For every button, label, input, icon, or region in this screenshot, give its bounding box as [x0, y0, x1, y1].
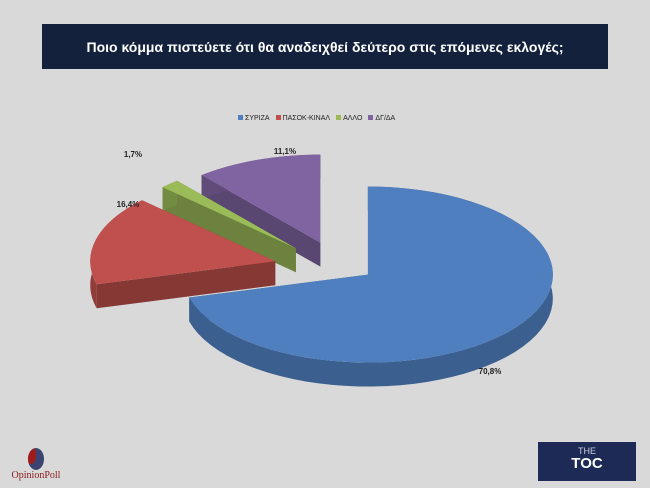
pie-slice-ΣΥΡΙΖΑ [189, 186, 553, 363]
opinionpoll-logo: OpinionPoll [6, 448, 66, 481]
legend: ΣΥΡΙΖΑ ΠΑΣΟΚ-ΚΙΝΑΛ ΑΛΛΟ ΔΓ/ΔΑ [238, 115, 395, 122]
legend-item: ΑΛΛΟ [336, 115, 362, 122]
legend-item: ΣΥΡΙΖΑ [238, 115, 270, 122]
thetoc-logo-toc: TOC [571, 455, 603, 472]
data-label: 1,7% [124, 150, 142, 159]
pie-slice-ΠΑΣΟΚ-ΚΙΝΑΛ [90, 200, 276, 285]
opinionpoll-logo-text: OpinionPoll [11, 470, 61, 481]
chart-title: Ποιο κόμμα πιστεύετε ότι θα αναδειχθεί δ… [42, 24, 608, 69]
legend-item: ΔΓ/ΔΑ [368, 115, 395, 122]
pie-slice-ΑΛΛΟ [162, 180, 296, 249]
data-label: 70,8% [479, 367, 502, 376]
pie-slice-ΔΓ/ΔΑ [201, 154, 321, 243]
legend-item: ΠΑΣΟΚ-ΚΙΝΑΛ [275, 115, 330, 122]
thetoc-logo-the: THE [578, 446, 596, 456]
data-label: 16,4% [117, 200, 140, 209]
pie-slice-side [96, 261, 276, 309]
pie-slice-side [201, 175, 321, 267]
data-label: 11,1% [274, 147, 296, 156]
thetoc-logo: THE TOC [538, 442, 636, 481]
